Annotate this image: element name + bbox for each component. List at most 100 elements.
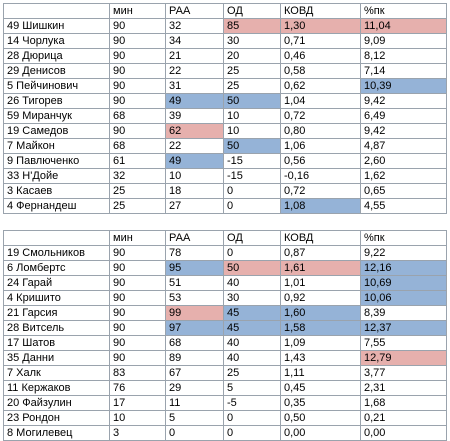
player-name-cell: 29 Денисов bbox=[3, 63, 110, 79]
stat-cell-kovd: 0,92 bbox=[280, 290, 361, 306]
table-row: 35 Данни 90 89 40 1,43 12,79 bbox=[3, 350, 447, 366]
stat-cell-od: 0 bbox=[223, 245, 281, 261]
table-row: 20 Файзулин 17 11 -5 0,35 1,68 bbox=[3, 395, 447, 411]
stat-cell-raa: 32 bbox=[165, 18, 224, 34]
table-row: 33 Н'Дойе 32 10 -15 -0,16 1,62 bbox=[3, 168, 447, 184]
stat-cell-kovd: 0,45 bbox=[280, 380, 361, 396]
stat-cell-min: 17 bbox=[109, 395, 166, 411]
stat-cell-pk: 4,87 bbox=[360, 138, 447, 154]
stat-cell-min: 90 bbox=[109, 335, 166, 351]
stat-cell-kovd: 1,58 bbox=[280, 320, 361, 336]
stat-cell-kovd: 1,01 bbox=[280, 275, 361, 291]
stat-cell-kovd: 0,62 bbox=[280, 78, 361, 94]
stat-cell-min: 32 bbox=[109, 168, 166, 184]
stat-cell-min: 90 bbox=[109, 123, 166, 139]
column-header-od: ОД bbox=[223, 230, 281, 246]
stat-cell-min: 90 bbox=[109, 18, 166, 34]
stat-cell-kovd: 1,04 bbox=[280, 93, 361, 109]
stat-cell-raa: 89 bbox=[165, 350, 224, 366]
player-name-cell: 26 Тигорев bbox=[3, 93, 110, 109]
table-row: 59 Миранчук 68 39 10 0,72 6,49 bbox=[3, 108, 447, 124]
table-row: 26 Тигорев 90 49 50 1,04 9,42 bbox=[3, 93, 447, 109]
stat-cell-od: 45 bbox=[223, 320, 281, 336]
table-row: 4 Фернандеш 25 27 0 1,08 4,55 bbox=[3, 198, 447, 214]
table-row: 5 Пейчинович 90 31 25 0,62 10,39 bbox=[3, 78, 447, 94]
stat-cell-kovd: 0,56 bbox=[280, 153, 361, 169]
table-row: 8 Могилевец 3 0 0 0,00 0,00 bbox=[3, 425, 447, 441]
player-name-cell: 23 Рондон bbox=[3, 410, 110, 426]
stat-cell-raa: 10 bbox=[165, 168, 224, 184]
top-table-body: мин РАА ОД КОВД %пк 49 Шишкин 90 32 85 1,30 11,04 1… bbox=[3, 3, 447, 214]
stat-cell-pk: 12,79 bbox=[360, 350, 447, 366]
player-name-cell: 28 Дюрица bbox=[3, 48, 110, 64]
stat-cell-raa: 0 bbox=[165, 425, 224, 441]
stat-cell-kovd: 0,72 bbox=[280, 183, 361, 199]
stat-cell-raa: 11 bbox=[165, 395, 224, 411]
player-name-cell: 35 Данни bbox=[3, 350, 110, 366]
player-name-cell: 33 Н'Дойе bbox=[3, 168, 110, 184]
stat-cell-min: 90 bbox=[109, 305, 166, 321]
player-name-cell: 4 Кришито bbox=[3, 290, 110, 306]
stat-cell-kovd: 0,58 bbox=[280, 63, 361, 79]
stat-cell-kovd: 0,35 bbox=[280, 395, 361, 411]
stat-cell-kovd: 0,00 bbox=[280, 425, 361, 441]
stat-cell-min: 25 bbox=[109, 198, 166, 214]
stat-cell-pk: 0,00 bbox=[360, 425, 447, 441]
stat-cell-pk: 10,06 bbox=[360, 290, 447, 306]
stat-cell-od: 25 bbox=[223, 78, 281, 94]
player-name-cell: 9 Павлюченко bbox=[3, 153, 110, 169]
stat-cell-pk: 3,77 bbox=[360, 365, 447, 381]
stat-cell-kovd: 0,46 bbox=[280, 48, 361, 64]
stat-cell-pk: 0,65 bbox=[360, 183, 447, 199]
stat-cell-min: 10 bbox=[109, 410, 166, 426]
stat-cell-kovd: 1,61 bbox=[280, 260, 361, 276]
stat-cell-pk: 9,42 bbox=[360, 123, 447, 139]
player-name-cell: 7 Майкон bbox=[3, 138, 110, 154]
player-name-cell: 8 Могилевец bbox=[3, 425, 110, 441]
table-row: 3 Касаев 25 18 0 0,72 0,65 bbox=[3, 183, 447, 199]
column-header-raa: РАА bbox=[165, 3, 224, 19]
player-name-cell: 5 Пейчинович bbox=[3, 78, 110, 94]
stat-cell-pk: 4,55 bbox=[360, 198, 447, 214]
stat-cell-pk: 9,42 bbox=[360, 93, 447, 109]
table-row: 19 Смольников 90 78 0 0,87 9,22 bbox=[3, 245, 447, 261]
column-header-od: ОД bbox=[223, 3, 281, 19]
stat-cell-od: 40 bbox=[223, 335, 281, 351]
stat-cell-kovd: 1,11 bbox=[280, 365, 361, 381]
column-header-name bbox=[3, 230, 110, 246]
table-row: 14 Чорлука 90 34 30 0,71 9,09 bbox=[3, 33, 447, 49]
stat-cell-pk: 9,22 bbox=[360, 245, 447, 261]
stat-cell-min: 90 bbox=[109, 93, 166, 109]
stat-cell-raa: 53 bbox=[165, 290, 224, 306]
player-name-cell: 28 Витсель bbox=[3, 320, 110, 336]
stat-cell-kovd: -0,16 bbox=[280, 168, 361, 184]
table-row: 17 Шатов 90 68 40 1,09 7,55 bbox=[3, 335, 447, 351]
stat-cell-od: 85 bbox=[223, 18, 281, 34]
stat-cell-kovd: 1,06 bbox=[280, 138, 361, 154]
stat-cell-min: 90 bbox=[109, 245, 166, 261]
table-row: 11 Кержаков 76 29 5 0,45 2,31 bbox=[3, 380, 447, 396]
stat-cell-raa: 21 bbox=[165, 48, 224, 64]
stat-cell-od: 50 bbox=[223, 138, 281, 154]
stat-cell-min: 25 bbox=[109, 183, 166, 199]
player-name-cell: 49 Шишкин bbox=[3, 18, 110, 34]
stat-cell-min: 90 bbox=[109, 48, 166, 64]
stat-cell-min: 83 bbox=[109, 365, 166, 381]
stat-cell-raa: 95 bbox=[165, 260, 224, 276]
stat-cell-od: -15 bbox=[223, 153, 281, 169]
stat-cell-pk: 7,14 bbox=[360, 63, 447, 79]
player-name-cell: 20 Файзулин bbox=[3, 395, 110, 411]
stat-cell-raa: 18 bbox=[165, 183, 224, 199]
stat-cell-kovd: 1,60 bbox=[280, 305, 361, 321]
stat-cell-kovd: 1,30 bbox=[280, 18, 361, 34]
table-row: 49 Шишкин 90 32 85 1,30 11,04 bbox=[3, 18, 447, 34]
player-name-cell: 24 Гарай bbox=[3, 275, 110, 291]
stat-cell-raa: 22 bbox=[165, 63, 224, 79]
stat-cell-min: 61 bbox=[109, 153, 166, 169]
top-stats-table: мин РАА ОД КОВД %пк 49 Шишкин 90 32 85 1,30 11,04 1… bbox=[3, 3, 447, 214]
stat-cell-min: 68 bbox=[109, 138, 166, 154]
stat-cell-pk: 1,62 bbox=[360, 168, 447, 184]
stat-cell-pk: 12,16 bbox=[360, 260, 447, 276]
stat-cell-min: 3 bbox=[109, 425, 166, 441]
stat-cell-raa: 39 bbox=[165, 108, 224, 124]
